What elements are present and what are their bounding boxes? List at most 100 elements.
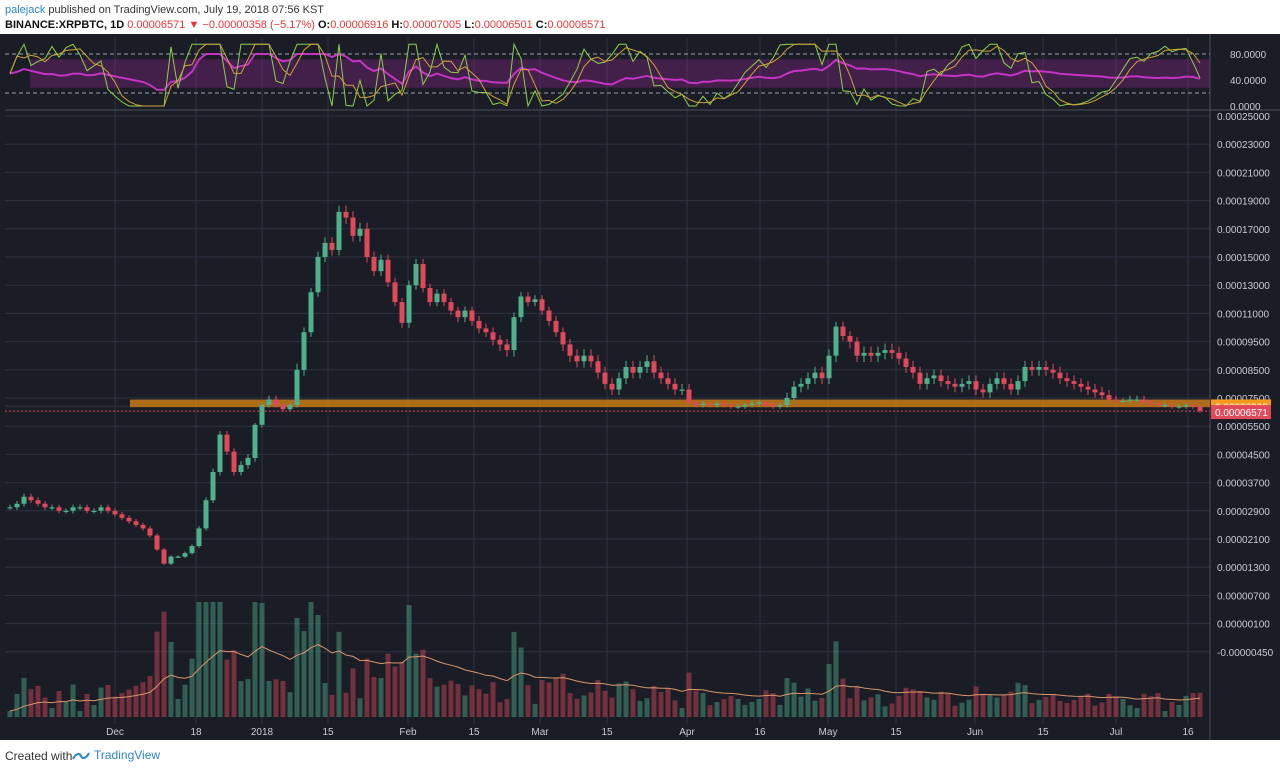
volume-bar <box>238 681 244 717</box>
candle-body <box>448 302 454 311</box>
volume-bar <box>154 631 160 717</box>
candle-body <box>770 405 776 407</box>
volume-bar <box>245 679 251 717</box>
candle-body <box>693 402 699 406</box>
volume-bar <box>616 683 622 717</box>
osc-tick-label: 80.0000 <box>1230 50 1267 61</box>
candle-body <box>259 405 265 425</box>
candle-body <box>728 405 734 407</box>
volume-bar <box>1176 705 1182 717</box>
candle-body <box>1029 366 1035 370</box>
candle-body <box>196 528 202 547</box>
volume-bar <box>112 696 118 717</box>
price-axis[interactable]: 0.00025000 0.00023000 0.00021000 0.00019000… <box>1217 112 1274 659</box>
volume-bar <box>595 679 601 717</box>
candle-body <box>833 326 839 356</box>
volume-bar <box>749 702 755 717</box>
volume-bar <box>287 692 293 717</box>
volume-bar <box>231 650 237 717</box>
volume-bar <box>343 692 349 717</box>
candle-body <box>294 369 300 406</box>
volume-bar <box>889 703 895 717</box>
y-tick-label: 0.00025000 <box>1217 112 1270 123</box>
candle-body <box>588 355 594 362</box>
candle-body <box>623 366 629 379</box>
footer: Created with TradingView <box>0 740 1280 770</box>
candle-body <box>1120 400 1126 403</box>
volume-bar <box>329 694 335 717</box>
chart-canvas[interactable]: 80.0000 40.0000 0.0000 0.00025000 0.0002300… <box>0 34 1280 740</box>
candle-body <box>896 352 902 359</box>
candle-body <box>1190 405 1196 407</box>
volume-bar <box>868 697 874 717</box>
volume-bar <box>553 678 559 717</box>
tradingview-logo[interactable]: TradingView <box>72 748 160 762</box>
volume-bar <box>392 666 398 717</box>
candle-body <box>616 378 622 390</box>
volume-bar <box>931 699 937 717</box>
volume-bar <box>644 698 650 717</box>
candle-body <box>42 503 48 508</box>
volume-bar <box>14 694 20 717</box>
candle-body <box>1022 366 1028 382</box>
down-arrow-icon: ▼ <box>188 19 200 31</box>
chart-background <box>0 34 1280 740</box>
volume-bar <box>518 647 524 717</box>
volume-bar <box>728 696 734 717</box>
volume-bar <box>840 678 846 717</box>
volume-bar <box>770 693 776 717</box>
volume-bar <box>805 688 811 717</box>
volume-bar <box>1001 694 1007 717</box>
volume-bar <box>511 631 517 717</box>
rsi-line <box>9 52 1201 91</box>
candle-body <box>938 375 944 382</box>
volume-bar <box>7 711 13 717</box>
volume-bar <box>861 700 867 717</box>
time-axis[interactable]: Dec 18 2018 15 Feb 15 Mar 15 Apr 16 May 15 Jun 15 Jul 1… <box>106 727 1194 738</box>
candle-body <box>210 472 216 501</box>
author-link[interactable]: palejack <box>5 4 46 16</box>
y-tick-label: 0.00021000 <box>1217 168 1270 179</box>
candle-body <box>980 389 986 393</box>
candle-body <box>140 524 146 529</box>
y-tick-label: 0.00019000 <box>1217 197 1270 208</box>
candle-body <box>812 372 818 379</box>
y-tick-label: 0.00013000 <box>1217 281 1270 292</box>
volume-bar <box>217 602 223 717</box>
volume-bar <box>826 664 832 717</box>
y-tick-label: 0.00005500 <box>1217 422 1270 433</box>
low-label: L: <box>464 19 475 31</box>
volume-bar <box>987 694 993 717</box>
volume-bar <box>1022 685 1028 717</box>
volume-bar <box>476 689 482 717</box>
candle-body <box>231 451 237 473</box>
candle-body <box>742 405 748 407</box>
x-tick-label: May <box>819 727 838 738</box>
volume-bar <box>504 699 510 717</box>
candle-body <box>133 521 139 525</box>
candle-body <box>105 507 111 511</box>
volume-bar <box>1141 693 1147 717</box>
volume-bar <box>917 691 923 717</box>
x-tick-label: Feb <box>399 727 417 738</box>
candle-body <box>364 228 370 257</box>
candle-body <box>1050 369 1056 373</box>
candle-body <box>1036 366 1042 370</box>
volume-bar <box>973 686 979 717</box>
candle-body <box>378 259 384 272</box>
osc-tick-label: 0.0000 <box>1230 102 1261 113</box>
y-tick-label: 0.00001300 <box>1217 563 1270 574</box>
volume-bar <box>294 618 300 717</box>
candle-body <box>854 341 860 356</box>
volume-bar <box>952 705 958 717</box>
grid-lines <box>5 34 1280 740</box>
volume-bar <box>777 704 783 717</box>
open-label: O: <box>318 19 331 31</box>
x-tick-label: 16 <box>754 727 766 738</box>
candle-body <box>217 434 223 473</box>
candle-body <box>518 296 524 318</box>
candle-body <box>1134 399 1140 401</box>
volume-bar <box>224 659 230 717</box>
candle-body <box>154 535 160 550</box>
candle-body <box>168 556 174 564</box>
